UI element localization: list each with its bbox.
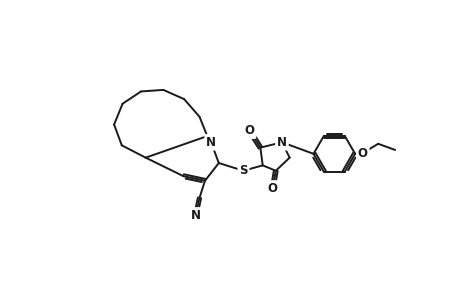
- Text: S: S: [239, 164, 247, 177]
- Text: O: O: [244, 124, 254, 137]
- Text: N: N: [206, 136, 216, 149]
- Text: N: N: [190, 209, 200, 222]
- Text: O: O: [357, 146, 367, 160]
- Text: O: O: [267, 182, 277, 195]
- Text: N: N: [276, 136, 286, 149]
